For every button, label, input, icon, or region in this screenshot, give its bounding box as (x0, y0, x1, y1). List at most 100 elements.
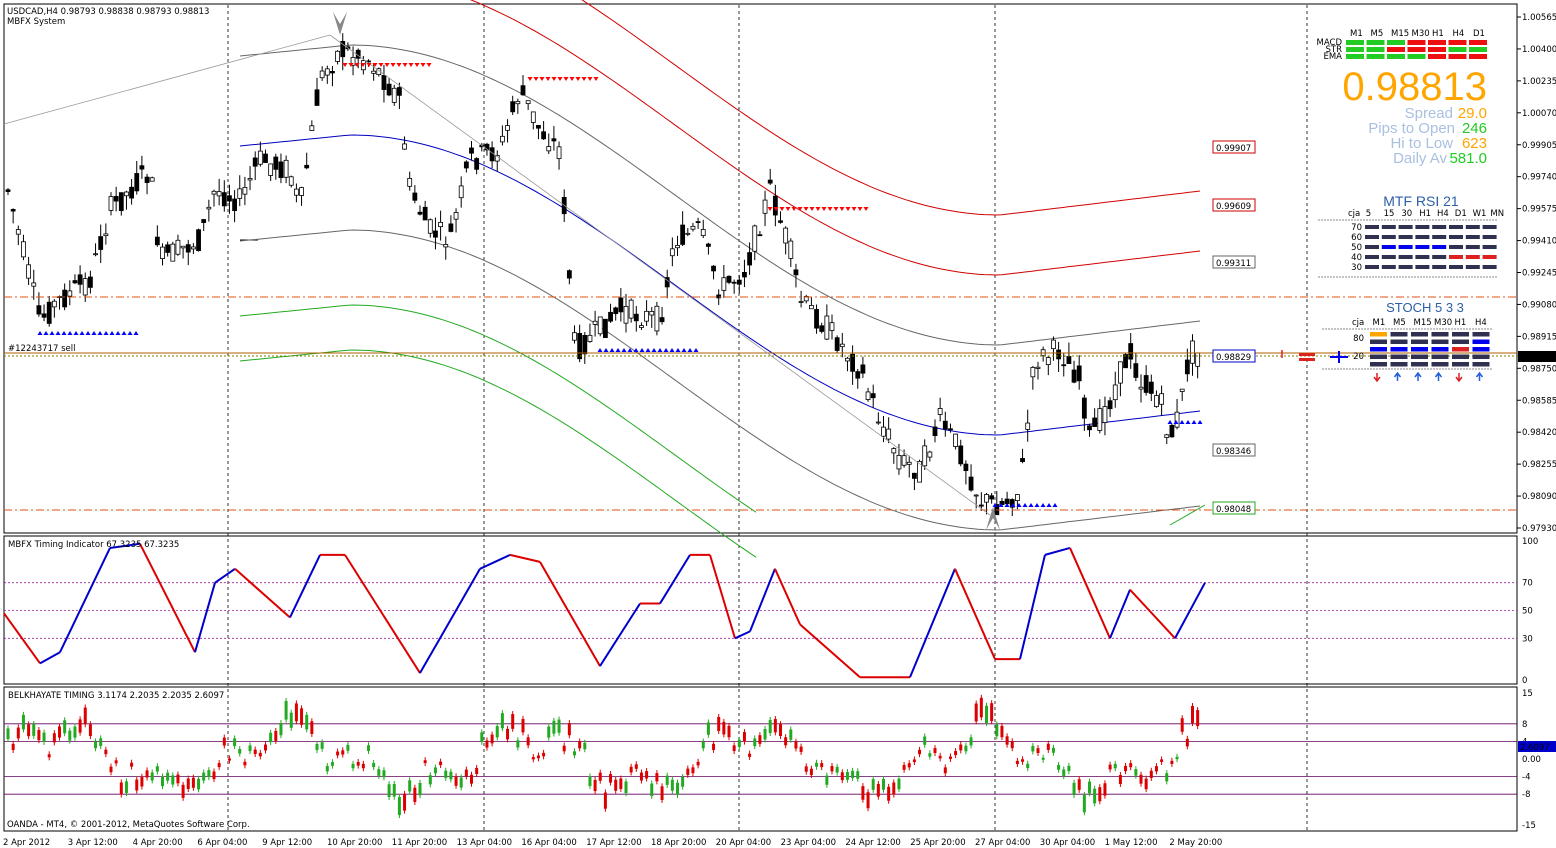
timing-indicator-panel[interactable] (3, 535, 1518, 685)
sell-signal-marks (845, 207, 851, 211)
belk-bar (222, 737, 226, 746)
rsi-cell (1432, 245, 1447, 249)
candle-body (690, 225, 696, 230)
belk-bar (578, 741, 582, 749)
belk-bar (1093, 788, 1097, 804)
belk-bar (794, 741, 798, 749)
buy-signal-marks (597, 348, 603, 352)
stoch-cell (1411, 362, 1428, 367)
candle-body (541, 131, 546, 140)
candle-body (129, 186, 135, 199)
candle-body (896, 454, 902, 470)
timing-segment (1174, 582, 1206, 639)
candle-body (520, 85, 526, 96)
dash-timeframe-label: H4 (1453, 29, 1465, 39)
candle-body (886, 428, 892, 440)
candle-body (608, 311, 613, 322)
belk-bar (985, 705, 988, 723)
belk-bar (902, 764, 906, 770)
candle-body (252, 157, 258, 167)
belk-bar (562, 745, 566, 752)
belk-bar (773, 719, 777, 733)
candle-body (742, 272, 747, 278)
belk-bar (351, 763, 355, 769)
dash-signal-cell (1407, 47, 1426, 52)
belk-bar (871, 779, 875, 790)
candle-body (546, 146, 552, 152)
rsi-cell (1415, 255, 1430, 259)
rsi-level-label: 50 (1351, 243, 1362, 253)
band-price-box (1212, 443, 1256, 457)
date-tick-label: 27 Apr 04:00 (975, 838, 1030, 848)
belk-bar (979, 697, 983, 718)
candle-body (644, 310, 649, 322)
dash-signal-cell (1469, 47, 1487, 52)
belk-bar (166, 772, 170, 781)
buy-signal-marks (115, 331, 121, 335)
candle-body (340, 41, 346, 58)
buy-signal-marks (639, 348, 645, 352)
date-tick-label: 20 Apr 04:00 (716, 838, 771, 848)
belk-bar (119, 782, 123, 795)
stoch-header-cell: M30 (1434, 318, 1452, 328)
belk-bar (1124, 765, 1128, 772)
belk-bar (480, 732, 484, 742)
candle-body (767, 179, 773, 184)
date-tick-label: 3 Apr 12:00 (68, 838, 118, 848)
rsi-cell (1449, 225, 1463, 229)
candle-body (1107, 400, 1113, 410)
main-price-panel[interactable] (3, 3, 1518, 534)
candle-body (407, 177, 413, 187)
dash-order-marker (1299, 353, 1315, 356)
candle-body (597, 316, 603, 335)
belk-bar (1185, 738, 1189, 747)
candle-body (633, 313, 639, 322)
candle-body (422, 206, 428, 221)
candle-body (1015, 494, 1020, 501)
belk-bar (1160, 759, 1164, 762)
rsi-cell (1415, 225, 1430, 229)
candle-body (1169, 424, 1175, 438)
belkhayate-panel[interactable] (3, 686, 1518, 832)
candle-body (1009, 499, 1015, 508)
belk-bar (47, 754, 51, 758)
symbol-info: USDCAD,H4 0.98793 0.98838 0.98793 0.9881… (7, 7, 209, 17)
belk-bar (882, 779, 885, 790)
candle-body (948, 428, 953, 431)
band-price-label: 0.99907 (1216, 144, 1251, 154)
belk-bar (397, 797, 401, 816)
belk-bar (1026, 763, 1030, 769)
rsi-cell (1381, 225, 1396, 229)
belk-bar (639, 772, 643, 781)
candle-body (927, 451, 933, 458)
belk-bar (691, 767, 695, 774)
buy-signal-marks (651, 348, 657, 352)
timing-indicator-line: 100 70 50 30 0 (3, 537, 1538, 686)
candle-body (958, 445, 964, 465)
belk-bar (32, 723, 36, 736)
buy-signal-marks (1040, 503, 1046, 507)
belk-bar (145, 770, 149, 778)
timing-segment (659, 554, 691, 605)
date-tick-label: 25 Apr 20:00 (910, 838, 965, 848)
candle-body (798, 301, 804, 303)
candle-body (978, 504, 984, 507)
rsi-level-label: 70 (1351, 223, 1362, 233)
timing-tick-label: 70 (1522, 579, 1533, 589)
belk-bar (1036, 748, 1040, 754)
belk-bar (1082, 795, 1086, 813)
rsi-cell (1365, 225, 1379, 229)
belk-bar (408, 780, 412, 792)
sell-signal-marks (396, 63, 402, 67)
buy-signal-marks (55, 331, 61, 335)
belk-bar (1057, 764, 1061, 770)
sell-signal-marks (384, 63, 390, 67)
candle-body (293, 188, 299, 196)
stoch-cell (1431, 354, 1449, 359)
stoch-cell (1472, 332, 1490, 337)
candle-body (1071, 369, 1077, 383)
candle-body (1133, 363, 1139, 378)
candle-body (206, 206, 212, 210)
candle-body (72, 280, 78, 284)
